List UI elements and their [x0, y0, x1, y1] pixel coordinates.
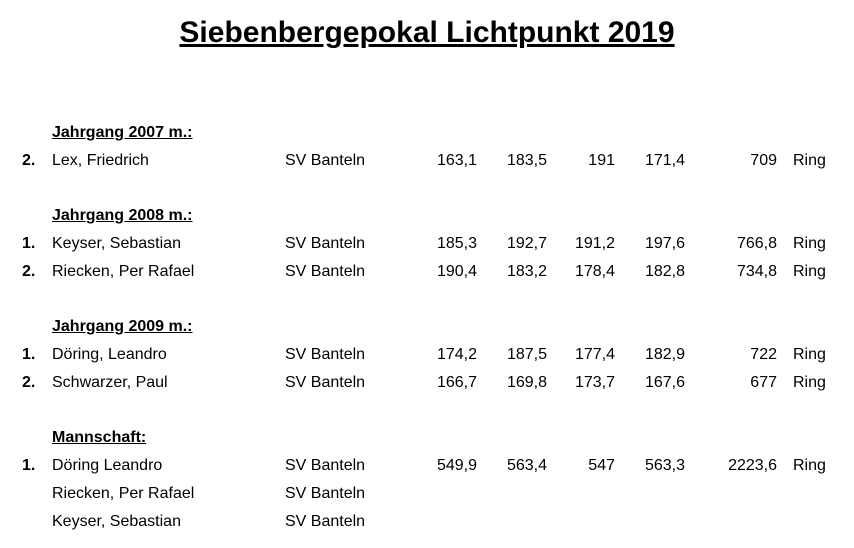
club-cell: SV Banteln — [285, 152, 366, 169]
rank-cell: 1. — [22, 235, 36, 252]
section-heading-row: Mannschaft: — [0, 424, 854, 452]
score-cell-4: 182,8 — [644, 263, 685, 280]
name-cell: Döring Leandro — [52, 457, 163, 474]
club-cell: SV Banteln — [285, 513, 366, 530]
score-cell-4: 197,6 — [644, 235, 685, 252]
unit-cell: Ring — [793, 235, 826, 252]
name-cell: Keyser, Sebastian — [52, 235, 181, 252]
unit-cell: Ring — [793, 263, 826, 280]
section-jahrgang-2009: Jahrgang 2009 m.: 1. Döring, Leandro SV … — [0, 313, 854, 397]
score-cell-2: 563,4 — [506, 457, 547, 474]
name-cell: Lex, Friedrich — [52, 152, 149, 169]
name-cell: Riecken, Per Rafael — [52, 263, 195, 280]
score-cell-3: 177,4 — [574, 346, 615, 363]
table-row: 1. Döring Leandro SV Banteln 549,9 563,4… — [0, 452, 854, 480]
score-cell-4: 182,9 — [644, 346, 685, 363]
score-cell-1: 190,4 — [436, 263, 477, 280]
score-cell-2: 187,5 — [506, 346, 547, 363]
score-cell-2: 169,8 — [506, 374, 547, 391]
table-row: 2. Riecken, Per Rafael SV Banteln 190,4 … — [0, 258, 854, 286]
score-cell-1: 549,9 — [436, 457, 477, 474]
table-row: 2. Lex, Friedrich SV Banteln 163,1 183,5… — [0, 147, 854, 175]
club-cell: SV Banteln — [285, 235, 366, 252]
unit-cell: Ring — [793, 346, 826, 363]
name-cell: Döring, Leandro — [52, 346, 167, 363]
score-cell-3: 191,2 — [574, 235, 615, 252]
table-row: 2. Schwarzer, Paul SV Banteln 166,7 169,… — [0, 369, 854, 397]
rank-cell: 1. — [22, 346, 36, 363]
page-title: Siebenbergepokal Lichtpunkt 2019 — [179, 16, 675, 49]
name-cell: Keyser, Sebastian — [52, 513, 181, 530]
unit-cell: Ring — [793, 374, 826, 391]
section-heading: Jahrgang 2009 m.: — [52, 318, 193, 335]
total-cell: 677 — [750, 374, 777, 391]
score-cell-4: 563,3 — [644, 457, 685, 474]
unit-cell: Ring — [793, 152, 826, 169]
name-cell: Schwarzer, Paul — [52, 374, 168, 391]
section-jahrgang-2008: Jahrgang 2008 m.: 1. Keyser, Sebastian S… — [0, 202, 854, 286]
total-cell: 709 — [750, 152, 777, 169]
score-cell-1: 185,3 — [436, 235, 477, 252]
total-cell: 2223,6 — [728, 457, 777, 474]
section-heading: Jahrgang 2007 m.: — [52, 124, 193, 141]
rank-cell: 2. — [22, 152, 36, 169]
table-row: Riecken, Per Rafael SV Banteln — [0, 480, 854, 508]
section-heading: Jahrgang 2008 m.: — [52, 207, 193, 224]
rank-cell: 2. — [22, 374, 36, 391]
section-heading: Mannschaft: — [52, 429, 147, 446]
section-mannschaft: Mannschaft: 1. Döring Leandro SV Banteln… — [0, 424, 854, 536]
club-cell: SV Banteln — [285, 485, 366, 502]
score-cell-2: 192,7 — [506, 235, 547, 252]
section-heading-row: Jahrgang 2007 m.: — [0, 119, 854, 147]
name-cell: Riecken, Per Rafael — [52, 485, 195, 502]
score-cell-1: 166,7 — [436, 374, 477, 391]
club-cell: SV Banteln — [285, 346, 366, 363]
unit-cell: Ring — [793, 457, 826, 474]
table-row: 1. Keyser, Sebastian SV Banteln 185,3 19… — [0, 230, 854, 258]
score-cell-4: 171,4 — [644, 152, 685, 169]
section-heading-row: Jahrgang 2009 m.: — [0, 313, 854, 341]
table-row: 1. Döring, Leandro SV Banteln 174,2 187,… — [0, 341, 854, 369]
section-jahrgang-2007: Jahrgang 2007 m.: 2. Lex, Friedrich SV B… — [0, 119, 854, 175]
total-cell: 722 — [750, 346, 777, 363]
score-cell-4: 167,6 — [644, 374, 685, 391]
club-cell: SV Banteln — [285, 374, 366, 391]
section-heading-row: Jahrgang 2008 m.: — [0, 202, 854, 230]
table-row: Keyser, Sebastian SV Banteln — [0, 508, 854, 536]
score-cell-2: 183,5 — [506, 152, 547, 169]
score-cell-1: 174,2 — [436, 346, 477, 363]
club-cell: SV Banteln — [285, 263, 366, 280]
score-cell-1: 163,1 — [436, 152, 477, 169]
score-cell-3: 191 — [588, 152, 615, 169]
total-cell: 734,8 — [736, 263, 777, 280]
rank-cell: 2. — [22, 263, 36, 280]
score-cell-3: 178,4 — [574, 263, 615, 280]
club-cell: SV Banteln — [285, 457, 366, 474]
score-cell-3: 547 — [588, 457, 615, 474]
rank-cell: 1. — [22, 457, 36, 474]
total-cell: 766,8 — [736, 235, 777, 252]
score-cell-2: 183,2 — [506, 263, 547, 280]
score-cell-3: 173,7 — [574, 374, 615, 391]
